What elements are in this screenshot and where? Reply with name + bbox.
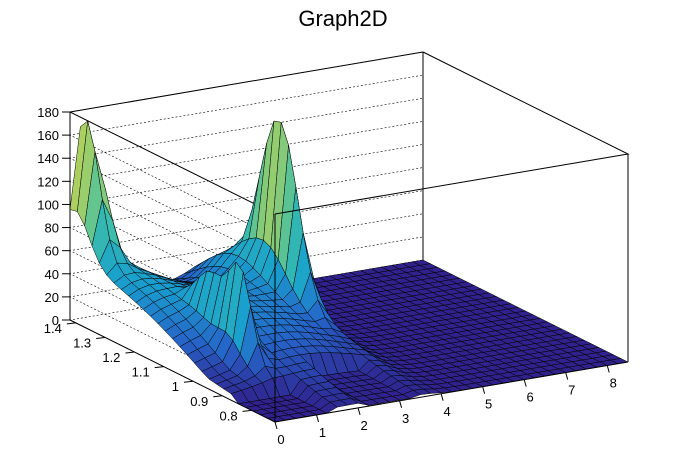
y-tick [154,366,164,369]
x-tick-label: 8 [610,376,617,391]
x-tick-label: 3 [402,411,409,426]
z-tick-label: 40 [45,267,59,282]
x-tick [523,379,527,387]
x-tick-label: 4 [444,404,451,419]
x-tick [440,393,444,401]
axis-ticks: 0 1 2 3 4 5 6 7 80.80.911.11.21.31.4020406080100… [37,105,617,447]
x-tick-label: 0 [277,432,284,447]
y-tick-label: 1.4 [44,321,62,336]
y-tick [183,380,194,383]
x-tick [274,421,278,430]
z-gridline [69,74,424,238]
y-tick-label: 1.1 [132,365,150,380]
z-gridline [69,51,424,215]
y-tick [66,322,76,325]
y-tick-label: 1.2 [102,350,120,365]
y-tick-label: 0.8 [219,408,237,423]
z-tick-label: 120 [37,174,59,189]
z-tick-label: 140 [37,151,59,166]
y-tick [213,395,223,398]
x-tick-label: 2 [360,418,367,433]
x-tick-label: 1 [319,425,326,440]
z-tick-label: 160 [37,128,59,143]
x-axis-line [274,361,629,423]
y-tick [242,409,252,412]
x-tick-label: 7 [568,383,575,398]
y-tick-label: 1 [172,379,179,394]
y-tick [96,336,106,339]
y-tick [125,351,135,354]
x-tick [565,372,569,380]
z-tick-label: 20 [45,290,59,305]
x-tick [606,365,610,373]
x-tick [399,400,403,408]
x-tick [482,386,486,394]
y-tick-label: 0.9 [190,394,208,409]
y-tick-label: 1.3 [73,335,91,350]
z-tick-label: 80 [45,221,59,236]
x-tick [357,407,361,416]
x-tick-label: 5 [485,397,492,412]
y-axis-line [69,319,276,423]
z-tick-label: 180 [37,105,59,120]
chart-title: Graph2D [298,6,387,31]
frame-top-back [68,51,424,215]
z-tick-label: 0 [52,313,59,328]
axis-frame-front [69,51,630,423]
frame-top-front [274,51,630,215]
z-tick-label: 60 [45,244,59,259]
x-tick-label: 6 [527,390,534,405]
z-tick-label: 100 [37,197,59,212]
surface-mesh [69,120,629,423]
x-tick [316,414,320,423]
